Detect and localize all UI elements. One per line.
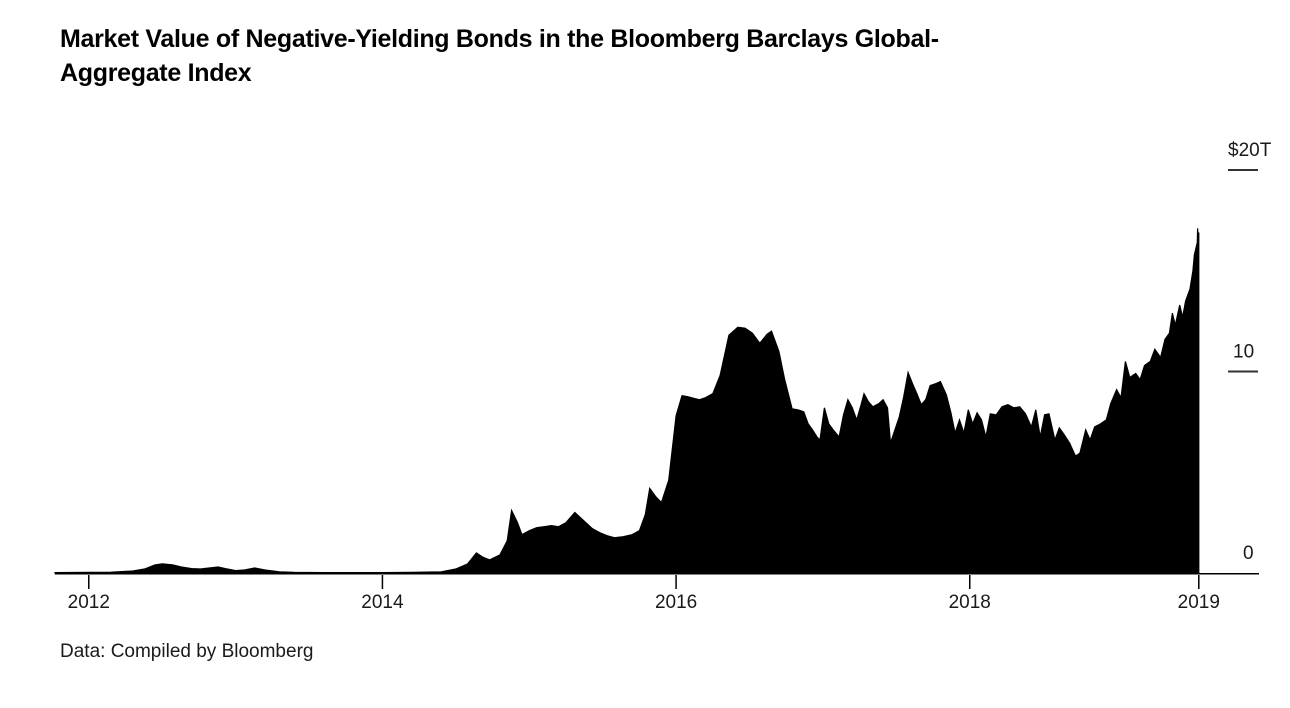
y-axis-tick-label: 0	[1243, 543, 1254, 564]
y-axis-tick-label: 10	[1233, 342, 1254, 363]
chart-title: Market Value of Negative-Yielding Bonds …	[60, 22, 939, 90]
chart-title-line1: Market Value of Negative-Yielding Bonds …	[60, 25, 939, 53]
x-axis-tick-label: 2018	[949, 592, 991, 613]
data-source-note: Data: Compiled by Bloomberg	[60, 641, 314, 662]
x-axis-tick-label: 2016	[655, 592, 697, 613]
area-series	[54, 228, 1200, 574]
x-axis-tick-label: 2019	[1178, 592, 1220, 613]
chart-title-line2: Aggregate Index	[60, 59, 252, 87]
y-axis-tick-label: $20T	[1228, 140, 1272, 161]
x-axis-tick-label: 2012	[68, 592, 110, 613]
x-axis-tick-label: 2014	[361, 592, 404, 613]
